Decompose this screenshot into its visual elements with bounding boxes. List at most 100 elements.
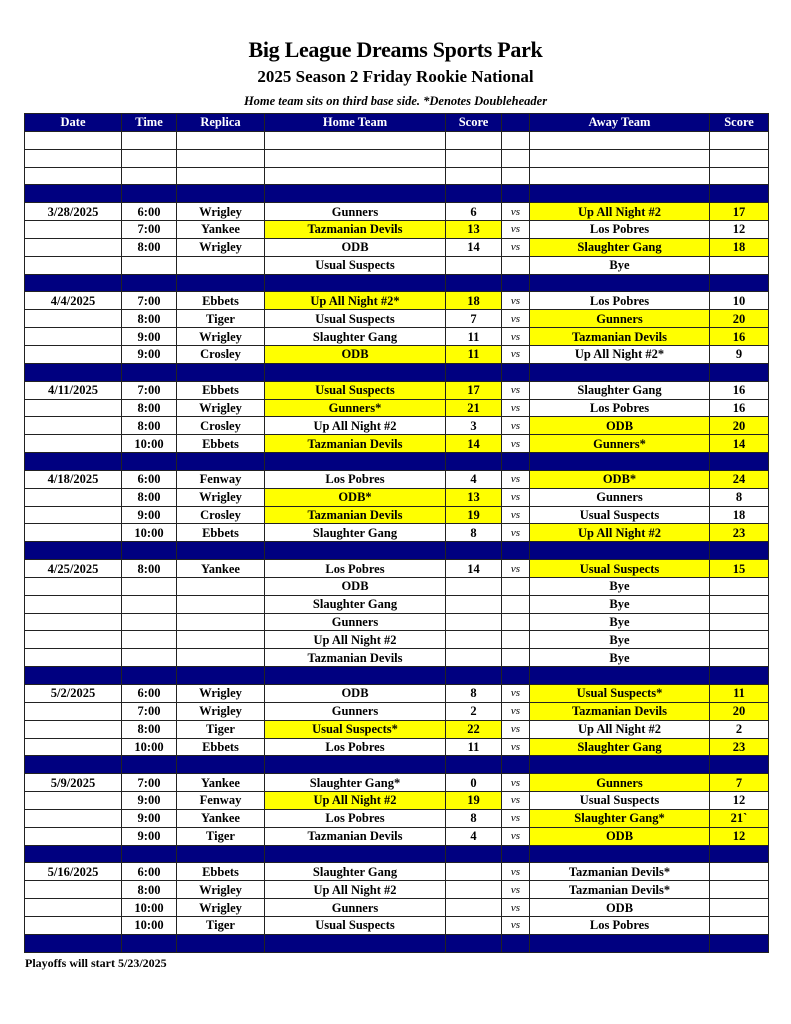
date-cell: [24, 344, 122, 364]
date-cell: 4/11/2025: [24, 380, 122, 400]
away-score-cell: 12: [709, 220, 769, 239]
replica-field-cell: Yankee: [176, 773, 265, 793]
home-score-cell: 11: [445, 737, 502, 757]
home-score-cell: [445, 915, 502, 935]
week-separator: [24, 933, 769, 953]
date-cell: [24, 523, 122, 543]
separator-cell: [264, 452, 446, 471]
blank-row: [24, 166, 769, 186]
empty-cell: [529, 166, 710, 186]
game-row: 4/18/2025 6:00 Fenway Los Pobres 4 vs ODB* 24: [24, 469, 769, 489]
replica-field-cell: Tiger: [176, 826, 265, 846]
replica-field-cell: Tiger: [176, 309, 265, 329]
empty-cell: [176, 148, 265, 168]
away-team-cell: Up All Night #2*: [529, 344, 710, 364]
empty-cell: [501, 130, 530, 150]
time-cell: 7:00: [121, 380, 177, 400]
home-score-cell: 19: [445, 791, 502, 810]
date-cell: 5/2/2025: [24, 684, 122, 703]
away-score-cell: 18: [709, 505, 769, 525]
home-team-cell: Gunners*: [264, 398, 446, 418]
col-home-team: Home Team: [264, 113, 446, 132]
time-cell: 8:00: [121, 487, 177, 507]
empty-cell: [264, 130, 446, 150]
replica-field-cell: Ebbets: [176, 523, 265, 543]
away-team-cell: ODB: [529, 826, 710, 846]
away-team-cell: Tazmanian Devils*: [529, 880, 710, 900]
time-cell: [121, 612, 177, 632]
vs-cell: vs: [501, 826, 530, 846]
away-score-cell: [709, 576, 769, 596]
vs-cell: vs: [501, 523, 530, 543]
separator-cell: [264, 273, 446, 293]
separator-cell: [121, 666, 177, 685]
page-subtitle: 2025 Season 2 Friday Rookie National: [257, 67, 534, 86]
away-score-cell: 15: [709, 559, 769, 578]
separator-cell: [121, 452, 177, 471]
separator-cell: [501, 273, 530, 293]
away-team-cell: Los Pobres: [529, 291, 710, 311]
separator-cell: [176, 933, 265, 953]
empty-cell: [529, 148, 710, 168]
separator-cell: [445, 755, 502, 775]
vs-cell: vs: [501, 469, 530, 489]
replica-field-cell: Yankee: [176, 808, 265, 828]
away-score-cell: 16: [709, 380, 769, 400]
week-separator: [24, 452, 769, 471]
home-score-cell: [445, 880, 502, 900]
empty-cell: [264, 166, 446, 186]
replica-field-cell: Wrigley: [176, 237, 265, 257]
home-team-cell: Slaughter Gang*: [264, 773, 446, 793]
home-team-cell: Tazmanian Devils: [264, 826, 446, 846]
home-team-cell: Los Pobres: [264, 559, 446, 578]
separator-cell: [501, 755, 530, 775]
away-score-cell: 10: [709, 291, 769, 311]
time-cell: 8:00: [121, 416, 177, 436]
page-title: Big League Dreams Sports Park: [248, 37, 543, 62]
away-score-cell: 12: [709, 791, 769, 810]
vs-cell: vs: [501, 220, 530, 239]
replica-field-cell: Crosley: [176, 344, 265, 364]
date-cell: [24, 826, 122, 846]
vs-cell: [501, 594, 530, 614]
date-cell: 4/18/2025: [24, 469, 122, 489]
vs-cell: vs: [501, 898, 530, 917]
separator-cell: [709, 933, 769, 953]
col-date: Date: [24, 113, 122, 132]
vs-cell: [501, 630, 530, 650]
away-score-cell: 20: [709, 309, 769, 329]
empty-cell: [176, 130, 265, 150]
separator-cell: [121, 273, 177, 293]
replica-field-cell: Wrigley: [176, 327, 265, 346]
replica-field-cell: Ebbets: [176, 862, 265, 882]
game-row: 9:00 Tiger Tazmanian Devils 4 vs ODB 12: [24, 826, 769, 846]
game-row: 8:00 Tiger Usual Suspects* 22 vs Up All Night…: [24, 719, 769, 739]
separator-cell: [529, 273, 710, 293]
date-cell: 4/25/2025: [24, 559, 122, 578]
home-score-cell: [445, 648, 502, 668]
date-cell: [24, 630, 122, 650]
vs-cell: vs: [501, 880, 530, 900]
vs-cell: vs: [501, 327, 530, 346]
week-separator: [24, 844, 769, 864]
separator-cell: [264, 666, 446, 685]
home-team-cell: Slaughter Gang: [264, 862, 446, 882]
empty-cell: [501, 166, 530, 186]
game-row: 9:00 Yankee Los Pobres 8 vs Slaughter Gang* 21…: [24, 808, 769, 828]
separator-cell: [501, 541, 530, 561]
replica-field-cell: [176, 594, 265, 614]
game-row: 8:00 Wrigley Up All Night #2 vs Tazmanian De…: [24, 880, 769, 900]
time-cell: 10:00: [121, 898, 177, 917]
week-separator: [24, 666, 769, 685]
empty-cell: [24, 166, 122, 186]
vs-cell: vs: [501, 505, 530, 525]
date-cell: [24, 309, 122, 329]
time-cell: 7:00: [121, 291, 177, 311]
away-team-cell: Bye: [529, 630, 710, 650]
home-score-cell: 3: [445, 416, 502, 436]
away-team-cell: ODB*: [529, 469, 710, 489]
replica-field-cell: Tiger: [176, 719, 265, 739]
empty-cell: [121, 166, 177, 186]
away-team-cell: Los Pobres: [529, 915, 710, 935]
empty-cell: [121, 130, 177, 150]
